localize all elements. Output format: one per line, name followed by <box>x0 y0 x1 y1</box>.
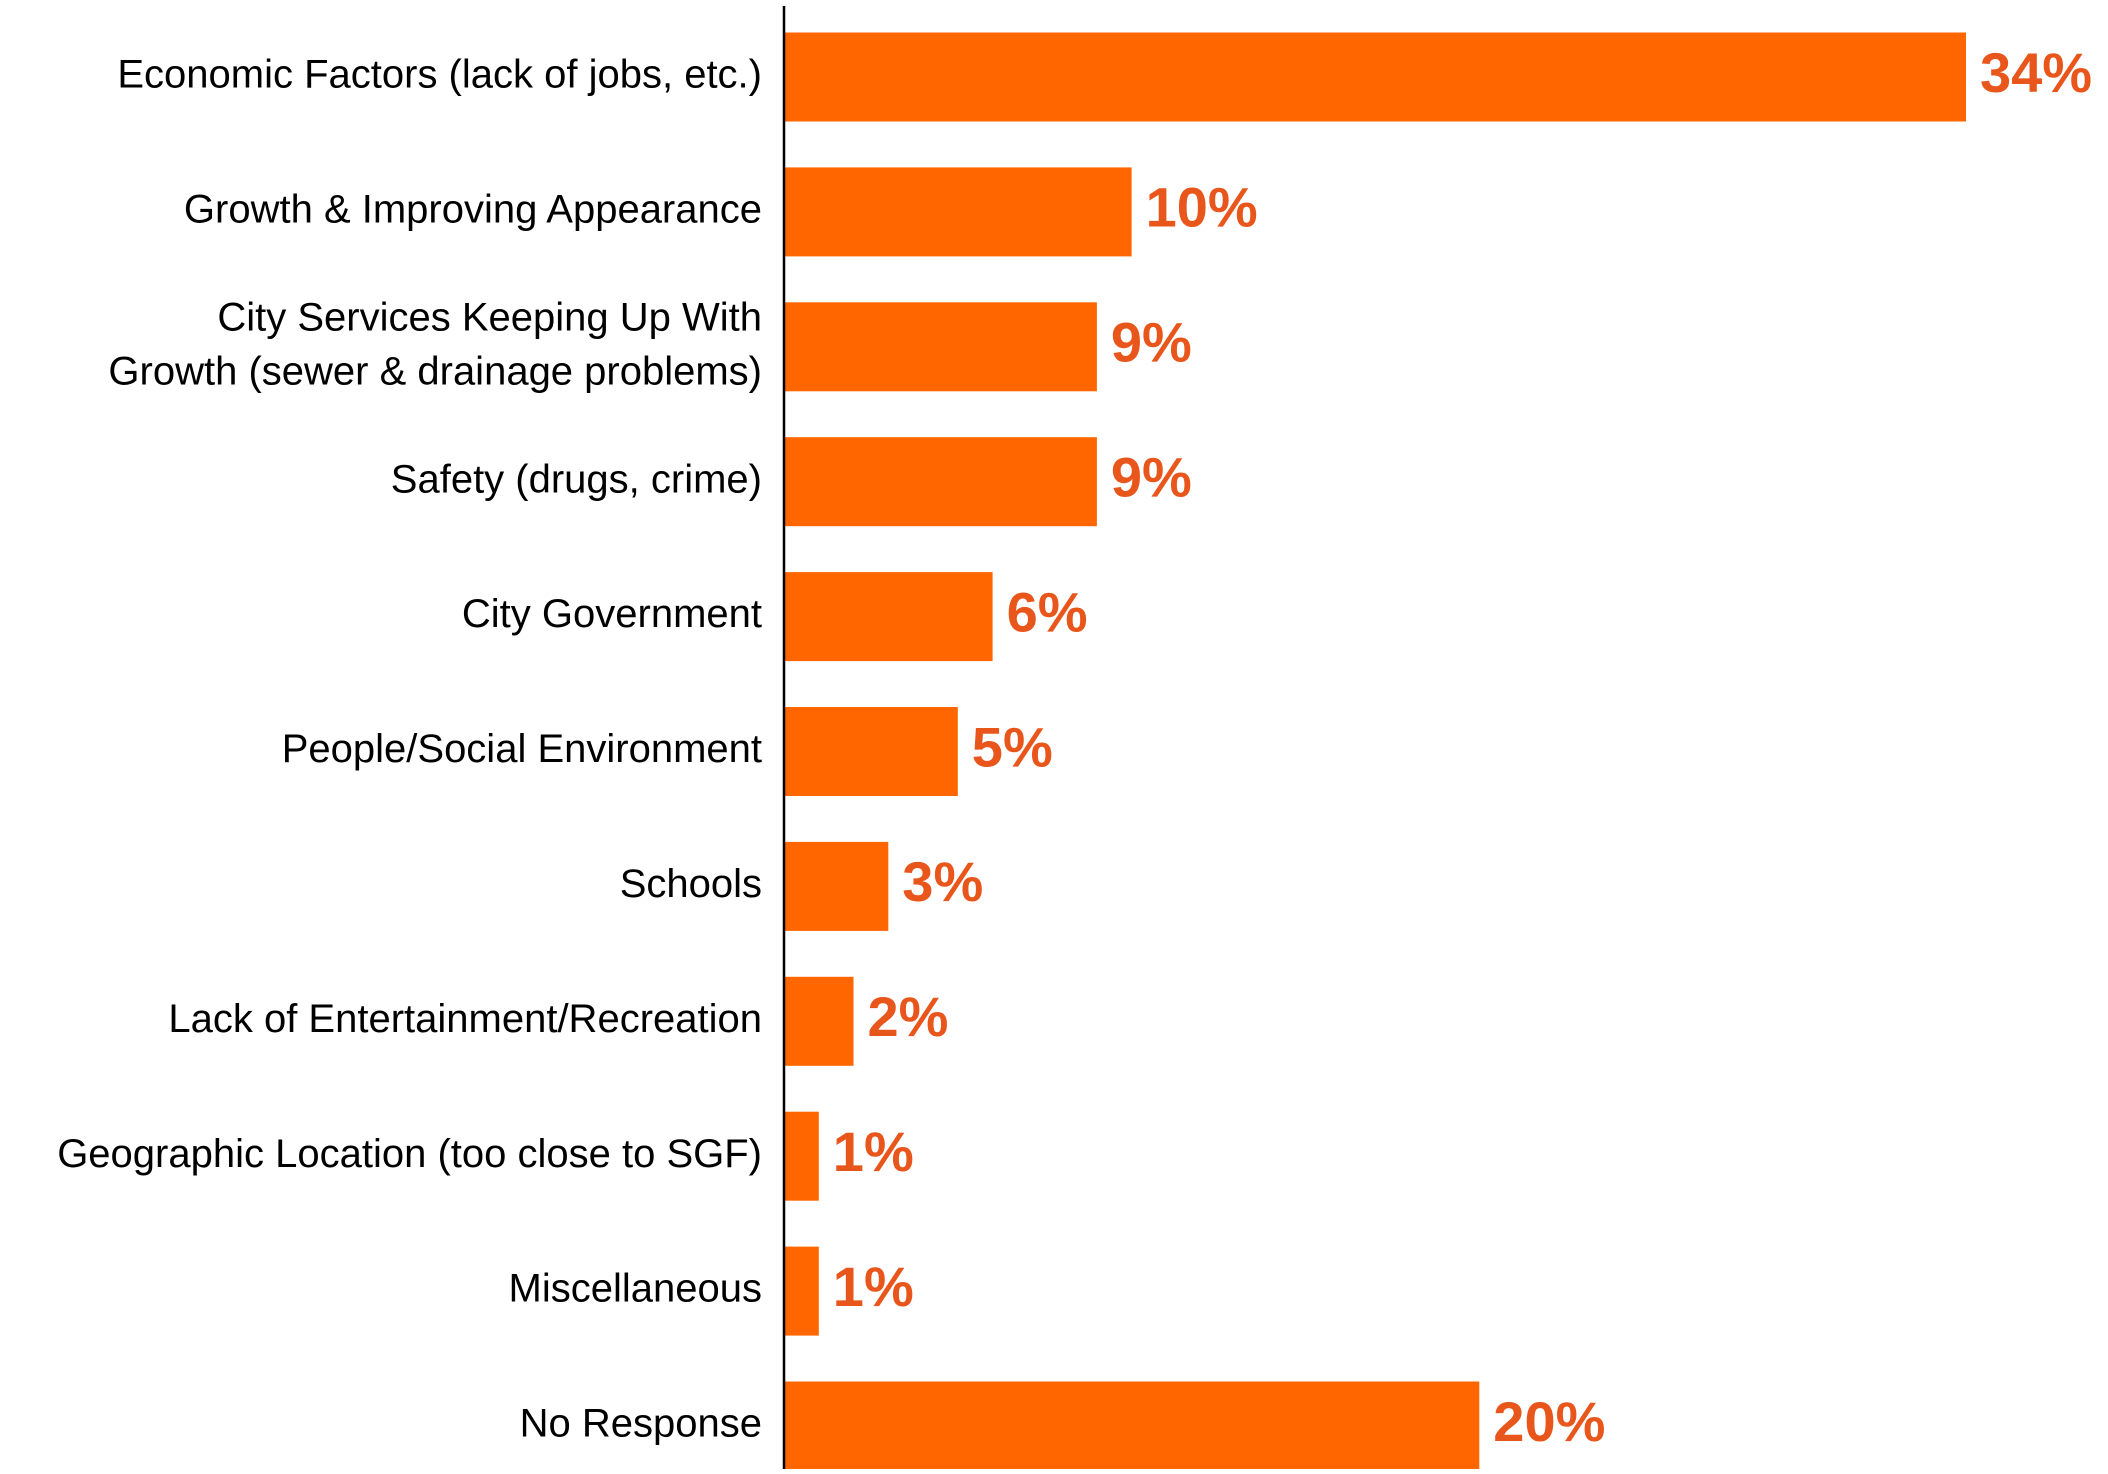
category-label: Lack of Entertainment/Recreation <box>168 997 762 1041</box>
category-label: Geographic Location (too close to SGF) <box>57 1132 762 1176</box>
bar <box>784 437 1097 527</box>
value-label: 1% <box>833 1120 914 1183</box>
category-label-line: No Response <box>520 1402 762 1446</box>
value-label: 9% <box>1111 445 1192 508</box>
category-label: People/Social Environment <box>282 727 762 771</box>
category-label-line: Geographic Location (too close to SGF) <box>57 1132 762 1176</box>
category-labels-layer: Economic Factors (lack of jobs, etc.) Gro… <box>57 53 762 1446</box>
value-label: 34% <box>1980 41 2092 104</box>
value-label: 2% <box>868 985 949 1048</box>
value-label: 10% <box>1146 176 1258 239</box>
category-label: Economic Factors (lack of jobs, etc.) <box>117 53 762 97</box>
bar <box>784 707 958 796</box>
category-label: Miscellaneous <box>509 1267 762 1311</box>
category-label-line: Growth (sewer & drainage problems) <box>108 349 762 393</box>
bar <box>784 1381 1480 1471</box>
bar <box>784 1246 819 1336</box>
category-label-line: City Services Keeping Up With <box>217 295 762 339</box>
category-label-line: Growth & Improving Appearance <box>184 187 762 231</box>
bar <box>784 1111 819 1201</box>
value-labels-layer: 34% 10% 9% 9% 6% 5% 3% 2% 1% 1% 20% <box>833 41 2092 1453</box>
category-label-line: Schools <box>620 862 762 906</box>
value-label: 3% <box>902 850 983 913</box>
value-label: 6% <box>1007 580 1088 643</box>
category-label: City Government <box>462 592 762 636</box>
category-label-line: Lack of Entertainment/Recreation <box>168 997 762 1041</box>
category-label: Schools <box>620 862 762 906</box>
bar <box>784 32 1966 122</box>
category-label: Growth & Improving Appearance <box>184 187 762 231</box>
value-label: 9% <box>1111 311 1192 374</box>
value-label: 1% <box>833 1255 914 1318</box>
bar <box>784 167 1132 257</box>
category-label-line: Safety (drugs, crime) <box>391 457 762 501</box>
bar <box>784 841 889 931</box>
category-label-line: Economic Factors (lack of jobs, etc.) <box>117 53 762 97</box>
bar <box>784 976 854 1066</box>
bar <box>784 572 993 662</box>
category-label-line: People/Social Environment <box>282 727 762 771</box>
category-label-line: City Government <box>462 592 762 636</box>
category-label: Safety (drugs, crime) <box>391 457 762 501</box>
value-label: 5% <box>972 715 1053 778</box>
bars-layer <box>784 32 1966 1471</box>
category-label: City Services Keeping Up With Growth (sew… <box>108 295 762 393</box>
value-label: 20% <box>1493 1390 1605 1453</box>
category-label: No Response <box>520 1402 762 1446</box>
category-label-line: Miscellaneous <box>509 1267 762 1311</box>
bar <box>784 302 1097 392</box>
